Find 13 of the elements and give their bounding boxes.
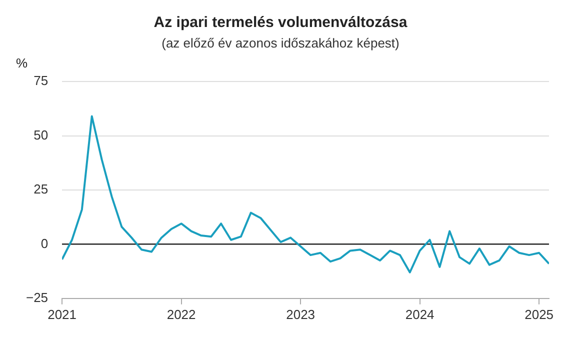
y-axis-title: % (16, 56, 28, 71)
chart-title: Az ipari termelés volumenváltozása (154, 14, 408, 32)
chart-subtitle: (az előző év azonos időszakához képest) (162, 35, 400, 50)
y-tick-label: 50 (34, 127, 48, 142)
y-tick-label: 25 (34, 182, 48, 197)
x-tick-label: 2021 (48, 306, 77, 322)
x-tick-label: 2025 (524, 306, 554, 322)
x-tick-label: 2022 (166, 306, 196, 322)
y-tick-label: 0 (40, 236, 48, 251)
x-tick-label: 2023 (286, 306, 316, 322)
y-tick-label: −25 (26, 290, 48, 305)
y-tick-label: 75 (34, 73, 48, 88)
x-tick-label: 2024 (405, 306, 434, 322)
